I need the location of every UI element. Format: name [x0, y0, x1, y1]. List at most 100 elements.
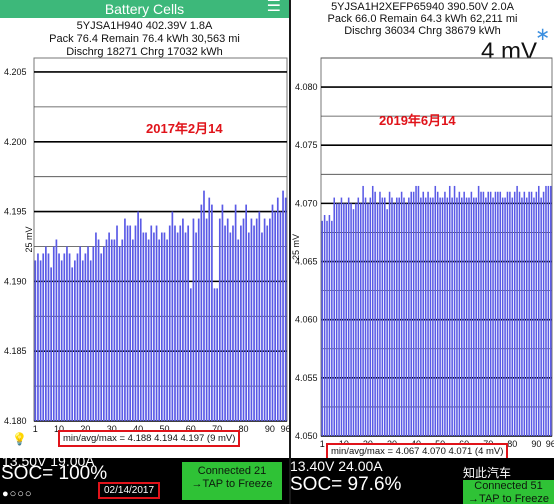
cell-bar [335, 203, 338, 436]
cell-bar [412, 191, 415, 436]
cell-bar [240, 225, 242, 421]
cell-bar [530, 191, 533, 436]
cell-bar [55, 239, 58, 421]
header-vin-line: 5YJSA1H2XEFP65940 390.50V 2.0A [331, 1, 514, 13]
cell-bar [371, 185, 374, 436]
tap-to-freeze-label: →TAP to Freeze [191, 478, 273, 490]
cell-bar [429, 197, 432, 436]
cell-bar [58, 253, 60, 421]
cell-bar [237, 239, 240, 421]
x-tick-label: 60 [186, 424, 196, 434]
cell-bar [247, 232, 250, 421]
cell-bar [261, 232, 263, 421]
x-tick-label: 30 [107, 424, 117, 434]
lightbulb-icon: 💡 [12, 432, 27, 446]
cell-bar [499, 191, 502, 436]
cell-bar [84, 253, 87, 421]
cell-bar [509, 191, 511, 436]
cell-bar [34, 260, 37, 421]
cell-voltage-chart: 4.180 4.185 4.190 4.195 4.200 4.205 1 10 20 30 40 5… [4, 57, 289, 434]
cell-bar [118, 246, 121, 421]
cell-bar [396, 197, 398, 436]
watermark-text: 知此汽车 [463, 466, 512, 480]
date-stamp: 02/14/2017 [98, 482, 161, 499]
cell-bar [489, 191, 492, 436]
cell-bar [232, 225, 234, 421]
cell-bar [422, 191, 425, 436]
bluetooth-icon[interactable]: ∗ [535, 24, 551, 44]
cell-bar [276, 197, 279, 421]
cell-bar [179, 225, 182, 421]
cell-bar [253, 225, 255, 421]
cell-bar [126, 225, 129, 421]
x-tick-label: 1 [320, 439, 325, 449]
voltage-current-readout: 13.40V 24.00A [291, 458, 383, 474]
cell-bar [513, 191, 516, 436]
tap-to-freeze-button[interactable]: Connected 21 →TAP to Freeze [182, 462, 282, 500]
cell-bar [255, 218, 258, 421]
cell-bar [338, 203, 340, 436]
cell-bar [492, 197, 494, 436]
cell-bar [540, 197, 542, 436]
cell-bar [97, 239, 100, 421]
panel-divider [289, 0, 291, 504]
cell-bar [184, 232, 187, 421]
header-vin-line: 5YJSA1H940 402.39V 1.8A [76, 20, 213, 32]
cell-bar [189, 288, 192, 421]
right-panel: 5YJSA1H2XEFP65940 390.50V 2.0A Pack 66.0… [291, 0, 554, 504]
cell-bar [224, 225, 226, 421]
cell-bar [258, 211, 261, 421]
cell-bar [506, 191, 509, 436]
cell-bar [39, 260, 42, 421]
cell-bar [197, 218, 200, 421]
cell-bar [355, 203, 357, 436]
cell-bar [150, 225, 153, 421]
cell-bar [166, 239, 168, 421]
cell-bar [213, 288, 216, 421]
cell-bar [461, 197, 463, 436]
y-tick-label: 4.055 [295, 373, 318, 383]
cell-bar [451, 197, 453, 436]
cell-bar [176, 232, 179, 421]
connected-status: Connected 21 [197, 465, 267, 477]
date-annotation: 2017年2月14 [146, 121, 223, 136]
cell-bar [516, 185, 518, 436]
cell-bar [456, 197, 458, 436]
cell-bar [200, 204, 203, 421]
cell-bar [535, 191, 538, 436]
cell-bar [391, 197, 393, 436]
page-dots: ●○○○ [2, 488, 33, 500]
cell-bar [323, 215, 326, 436]
cell-bar [333, 197, 335, 436]
x-tick-label: 40 [133, 424, 143, 434]
y-tick-label: 4.075 [295, 140, 318, 150]
tap-to-freeze-button[interactable]: Connected 51 →TAP to Freeze [463, 480, 554, 504]
cell-bar [95, 232, 97, 421]
cell-bar [163, 232, 166, 421]
cell-bar [279, 211, 282, 421]
cell-bar [108, 232, 110, 421]
cell-bar [542, 191, 545, 436]
cell-bar [432, 197, 434, 436]
y-tick-label: 4.180 [4, 416, 27, 426]
cell-bar [42, 253, 45, 421]
cell-bar [359, 203, 362, 436]
plot-area [33, 57, 288, 422]
cell-bar [482, 191, 485, 436]
cell-bar [470, 191, 473, 436]
cell-bar [386, 209, 388, 436]
cell-bar [439, 197, 441, 436]
x-tick-label: 96 [546, 439, 554, 449]
cell-bar [245, 204, 247, 421]
cell-bar [271, 204, 274, 421]
cell-bar [131, 239, 134, 421]
cell-bar [79, 246, 81, 421]
cell-bar [66, 246, 68, 421]
cell-bar [168, 225, 171, 421]
cell-bar [518, 191, 521, 436]
cell-bar [420, 197, 422, 436]
menu-icon[interactable]: ☰ [266, 0, 281, 15]
cell-bar [129, 225, 132, 421]
cell-bar [250, 218, 253, 421]
cell-bar [124, 218, 126, 421]
